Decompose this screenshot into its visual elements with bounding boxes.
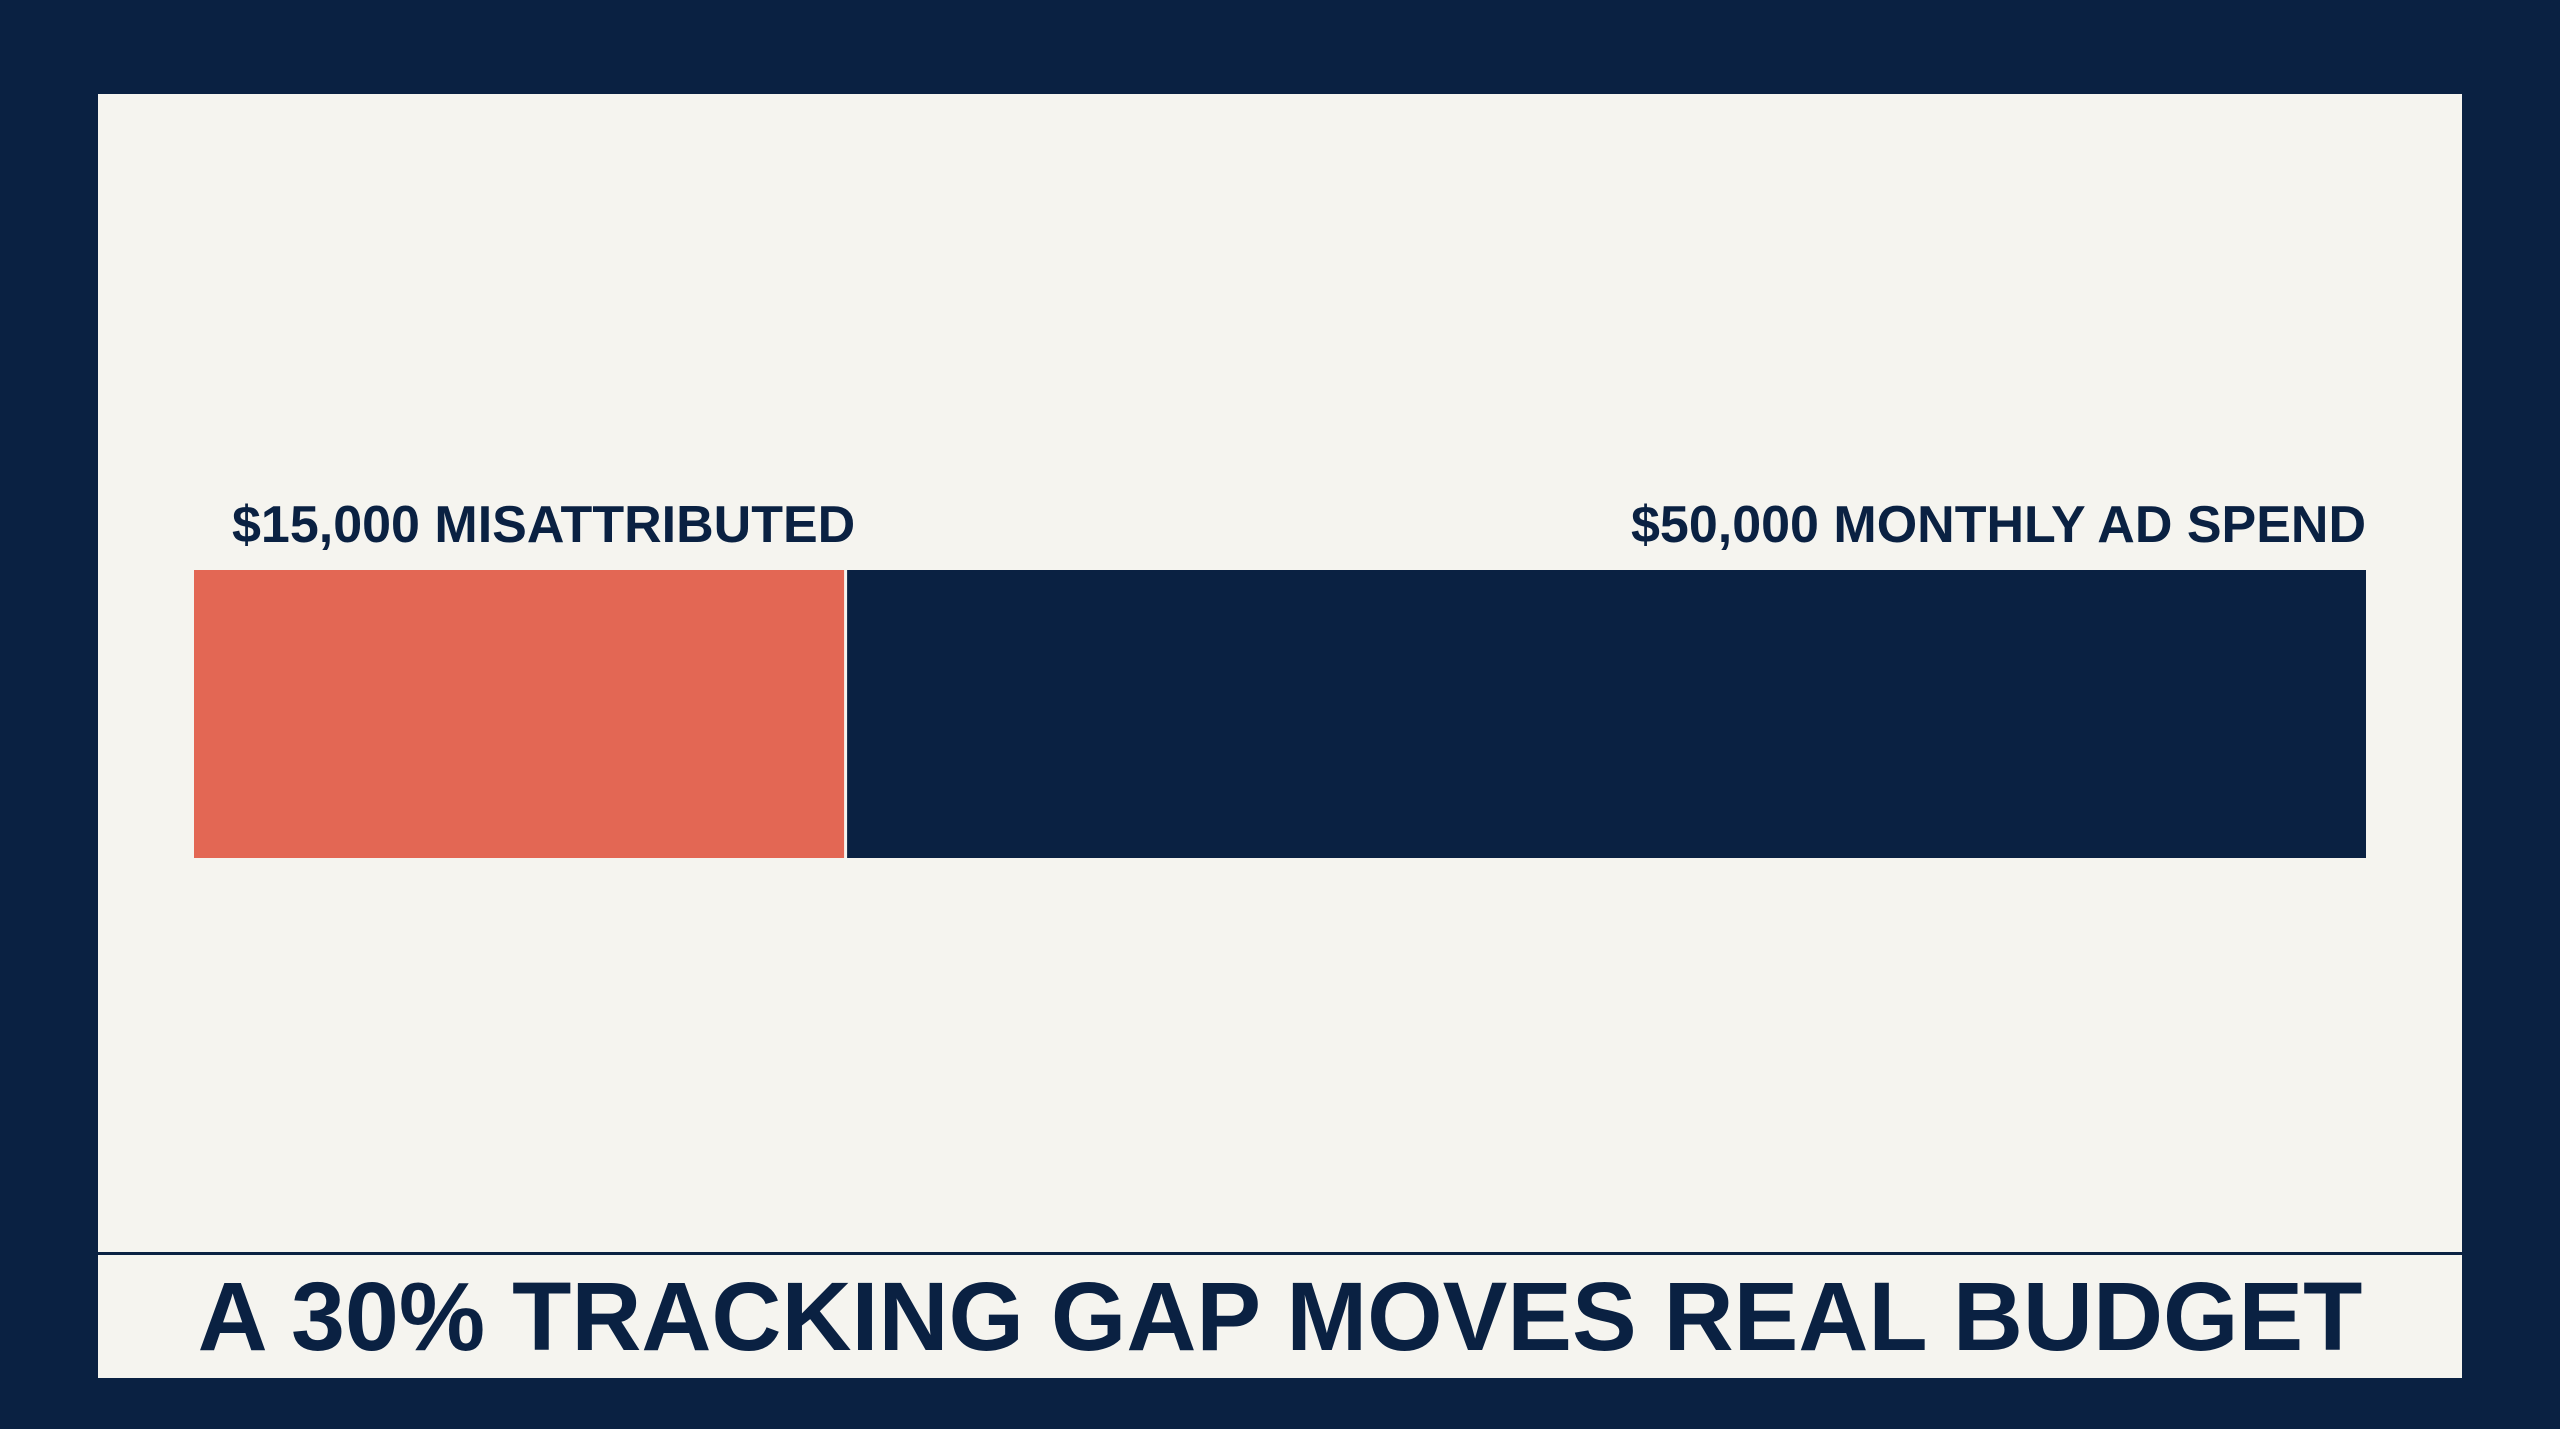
- stacked-bar-chart: $15,000 MISATTRIBUTED $50,000 MONTHLY AD…: [194, 496, 2366, 858]
- headline: A 30% TRACKING GAP MOVES REAL BUDGET: [197, 1262, 2363, 1371]
- bar-segment-remaining: [845, 570, 2366, 858]
- chart-panel: $15,000 MISATTRIBUTED $50,000 MONTHLY AD…: [98, 94, 2462, 1378]
- total-spend-label: $50,000 MONTHLY AD SPEND: [1631, 496, 2366, 554]
- misattributed-label: $15,000 MISATTRIBUTED: [232, 496, 855, 554]
- bar-segment-misattributed: [194, 570, 846, 858]
- headline-band: A 30% TRACKING GAP MOVES REAL BUDGET: [98, 1252, 2462, 1378]
